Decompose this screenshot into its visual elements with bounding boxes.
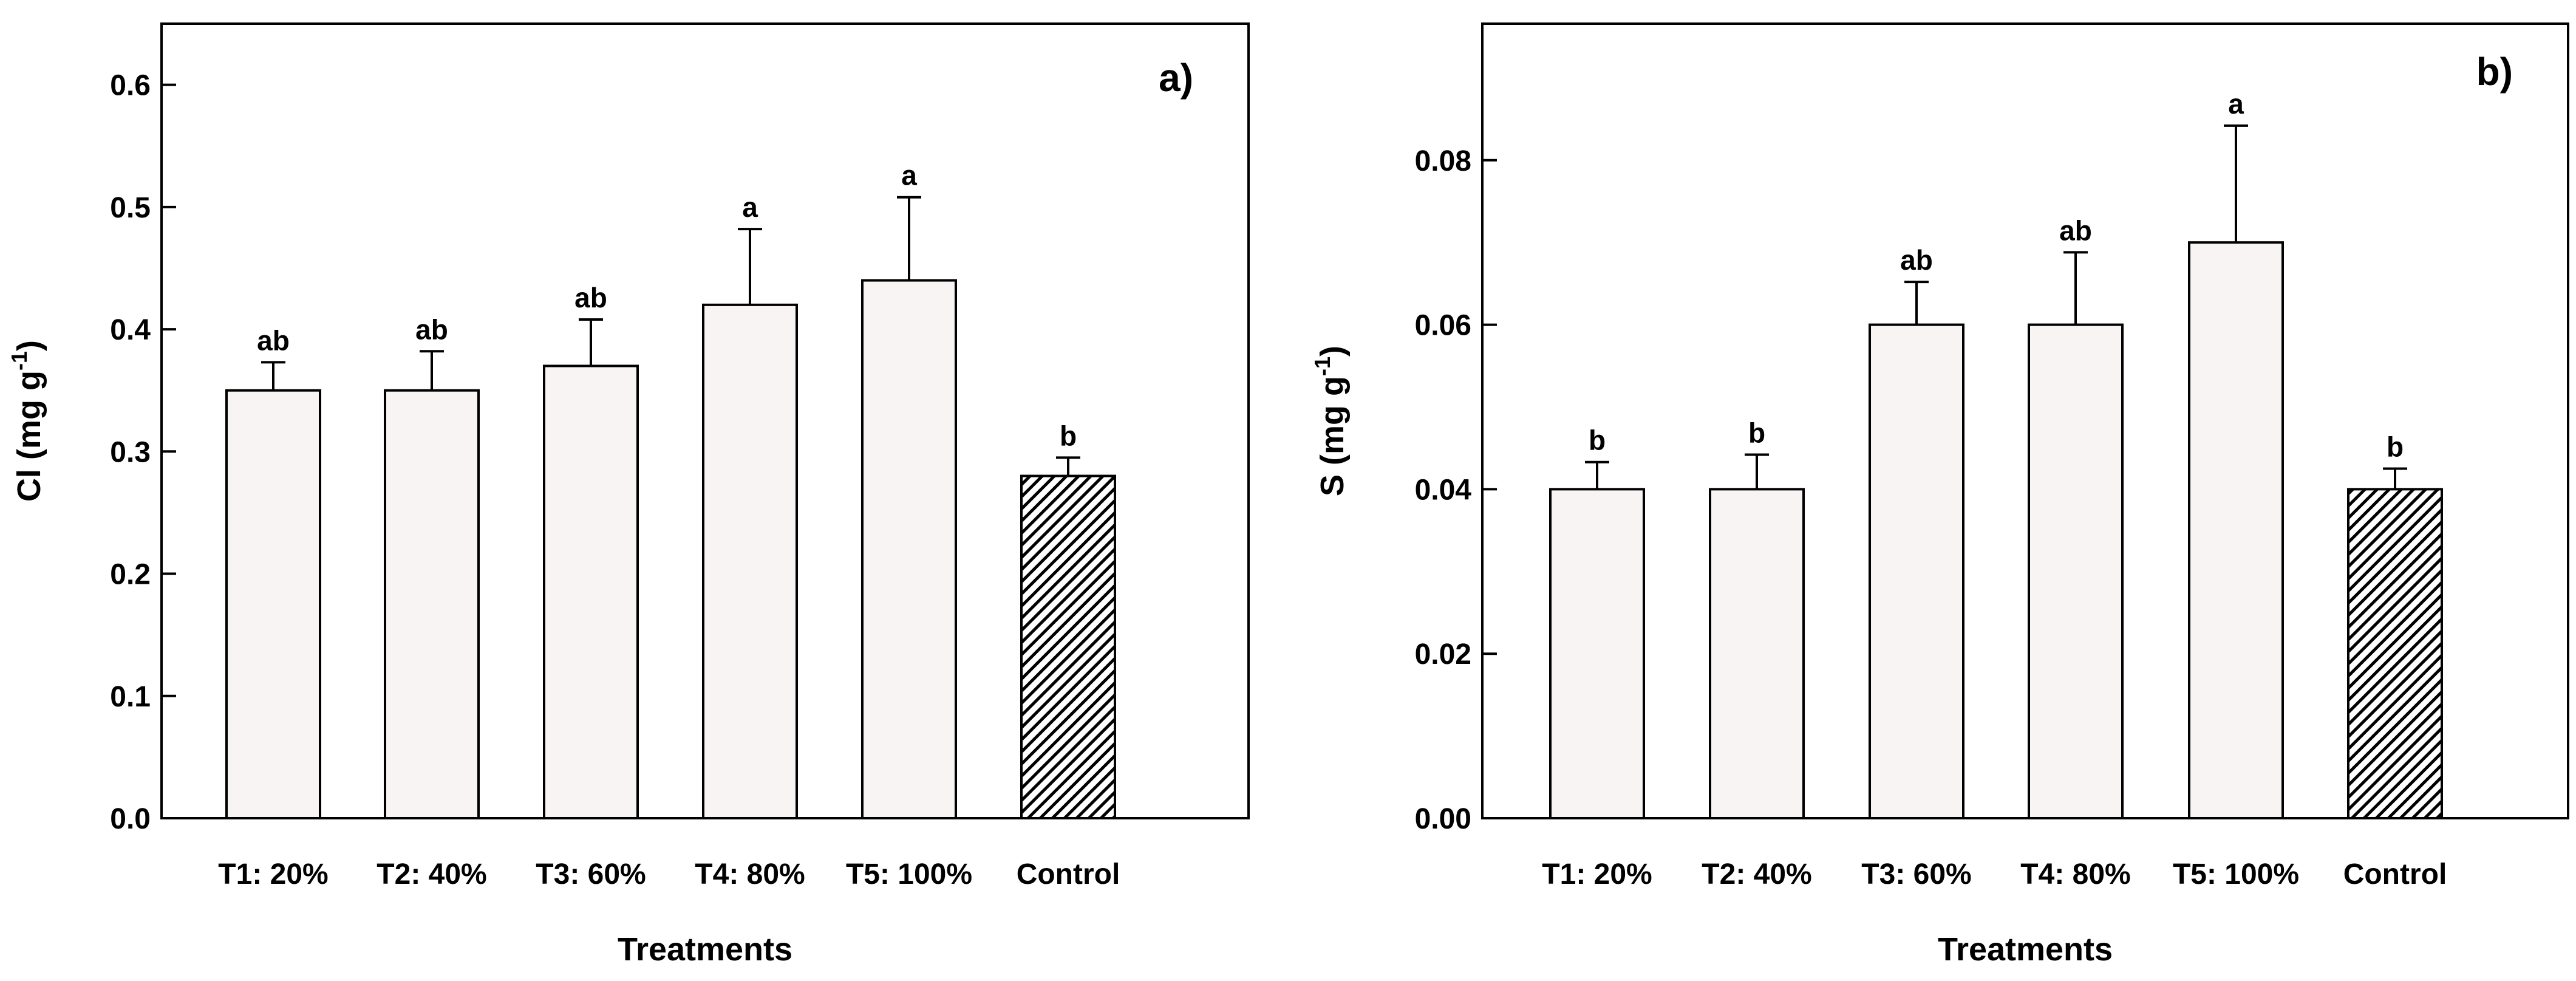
- significance-letter: b: [1060, 420, 1077, 451]
- x-axis-label: Treatments: [1938, 931, 2113, 968]
- significance-letter: ab: [257, 324, 290, 356]
- y-tick-label: 0.1: [110, 681, 151, 713]
- x-axis: T1: 20% T2: 40% T3: 60% T4: 80% T5: 100% Cont…: [1542, 858, 2447, 890]
- bar: [225, 389, 321, 819]
- y-tick-label: 0.00: [1415, 803, 1471, 835]
- x-tick-label: T5: 100%: [846, 858, 972, 890]
- y-axis-label: Cl (mg g-1): [7, 340, 47, 502]
- bar: [1549, 488, 1645, 819]
- x-tick-label: T2: 40%: [377, 858, 486, 890]
- significance-letter: a: [742, 191, 758, 223]
- y-axis-label-superscript: -1: [1310, 357, 1335, 376]
- bar: [2188, 241, 2284, 820]
- bar: [2347, 488, 2443, 819]
- bar: [2028, 323, 2124, 819]
- y-tick-label: 0.5: [110, 192, 151, 224]
- x-tick-label: Control: [2343, 858, 2447, 890]
- x-tick-label: T2: 40%: [1702, 858, 1811, 890]
- x-tick-label: T4: 80%: [695, 858, 805, 890]
- y-tick-label: 0.2: [110, 559, 151, 591]
- bar: [1709, 488, 1805, 819]
- y-axis-label-close: ): [11, 340, 47, 351]
- y-tick-label: 0.02: [1415, 638, 1471, 671]
- significance-letter: ab: [415, 313, 448, 345]
- y-axis: 0.00 0.02 0.04 0.06 0.08: [1415, 145, 1497, 835]
- x-tick-label: Control: [1017, 858, 1120, 890]
- bar: [1869, 323, 1964, 819]
- bar: [702, 303, 798, 820]
- y-tick-label: 0.0: [110, 803, 151, 835]
- panel-label: a): [1159, 56, 1193, 100]
- significance-letter: b: [1589, 425, 1606, 456]
- y-axis-label-main: Cl (mg g: [11, 371, 47, 502]
- y-tick-label: 0.6: [110, 70, 151, 102]
- y-tick-label: 0.08: [1415, 145, 1471, 177]
- x-tick-label: T4: 80%: [2020, 858, 2130, 890]
- bar: [384, 389, 480, 819]
- x-tick-label: T1: 20%: [1542, 858, 1652, 890]
- y-tick-label: 0.04: [1415, 474, 1472, 506]
- y-axis: 0.0 0.1 0.2 0.3 0.4 0.5 0.6: [110, 70, 176, 835]
- panel-label: b): [2476, 50, 2513, 94]
- x-tick-label: T5: 100%: [2173, 858, 2299, 890]
- y-axis-label-main: S (mg g: [1314, 376, 1351, 496]
- bar: [543, 364, 639, 819]
- y-axis-label: S (mg g-1): [1310, 346, 1351, 496]
- bar: [861, 279, 957, 820]
- significance-letter: ab: [1900, 244, 1933, 276]
- bar: [1020, 474, 1116, 819]
- significance-letter: b: [1748, 417, 1765, 449]
- x-tick-label: T3: 60%: [536, 858, 646, 890]
- y-axis-label-superscript: -1: [7, 351, 32, 371]
- x-tick-label: T1: 20%: [218, 858, 328, 890]
- x-axis-label: Treatments: [618, 931, 792, 968]
- y-axis-label-close: ): [1314, 346, 1351, 357]
- significance-letter: ab: [574, 282, 607, 313]
- significance-letter: b: [2387, 431, 2404, 463]
- x-tick-label: T3: 60%: [1861, 858, 1971, 890]
- significance-letter: a: [2228, 88, 2244, 120]
- y-tick-label: 0.06: [1415, 310, 1471, 342]
- significance-letter: ab: [2059, 214, 2092, 246]
- significance-letter: a: [901, 160, 917, 191]
- plot-frame: [1481, 22, 2569, 819]
- y-tick-label: 0.3: [110, 436, 151, 468]
- y-tick-label: 0.4: [110, 314, 151, 346]
- x-axis: T1: 20% T2: 40% T3: 60% T4: 80% T5: 100% Cont…: [218, 858, 1120, 890]
